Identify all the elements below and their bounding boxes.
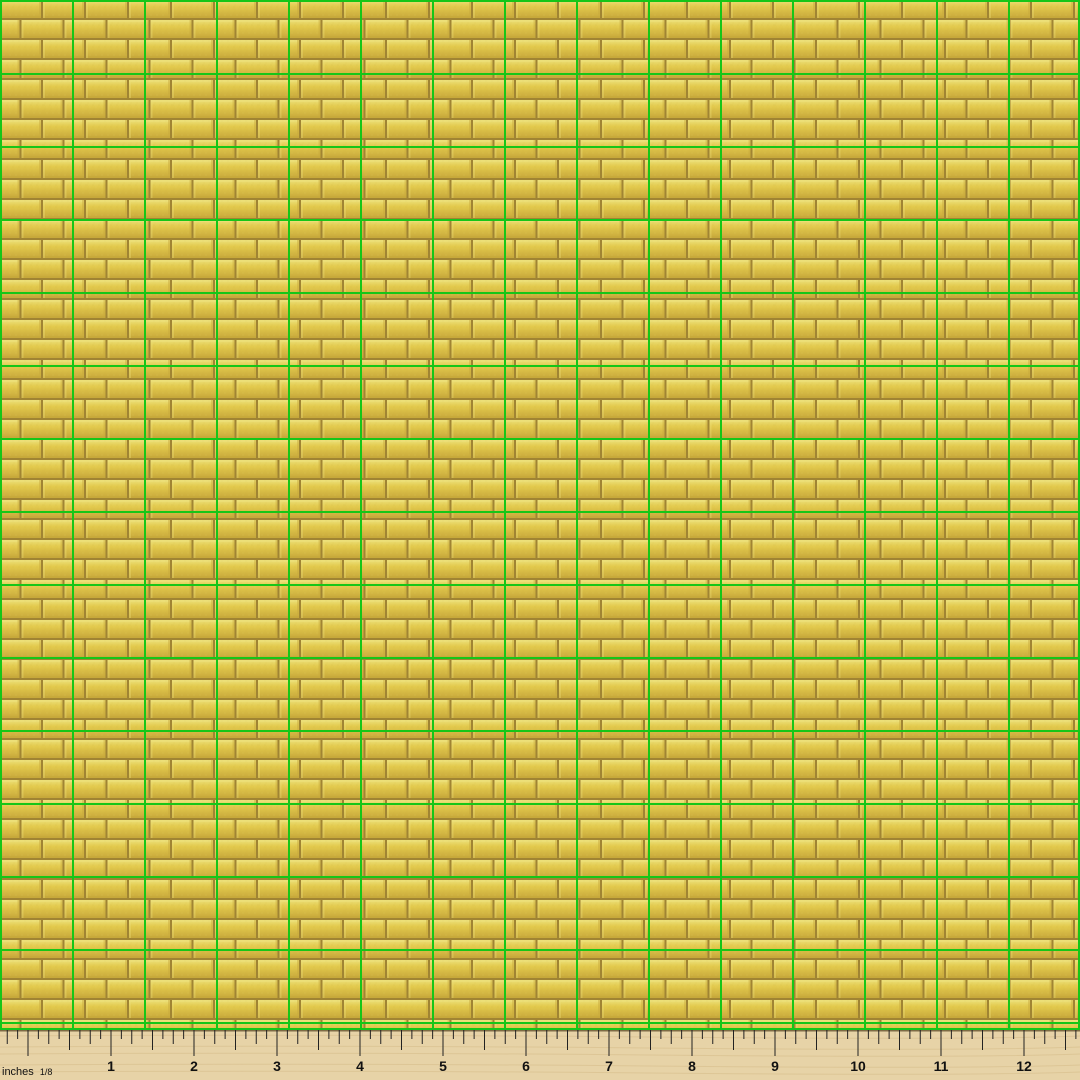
ruler-number: 9 (771, 1058, 779, 1074)
ruler-subdivision-text: 1/8 (40, 1067, 53, 1077)
ruler-unit-label: inches 1/8 (2, 1067, 52, 1078)
ruler-number: 12 (1016, 1058, 1032, 1074)
ruler-unit-text: inches (2, 1066, 34, 1078)
ruler-number: 6 (522, 1058, 530, 1074)
brick-pattern-svg (0, 0, 1080, 1030)
ruler-number: 5 (439, 1058, 447, 1074)
ruler-number: 3 (273, 1058, 281, 1074)
ruler-number: 10 (850, 1058, 866, 1074)
ruler-number: 7 (605, 1058, 613, 1074)
inch-ruler: inches 1/8 123456789101112 (0, 1030, 1080, 1080)
ruler-number: 2 (190, 1058, 198, 1074)
ruler-number: 11 (934, 1058, 949, 1074)
ruler-number: 4 (356, 1058, 364, 1074)
texture-swatch-canvas: inches 1/8 123456789101112 (0, 0, 1080, 1080)
ruler-number: 8 (688, 1058, 696, 1074)
ruler-number: 1 (107, 1058, 115, 1074)
ruler-ticks (0, 1030, 1080, 1080)
brick-pattern-area (0, 0, 1080, 1030)
